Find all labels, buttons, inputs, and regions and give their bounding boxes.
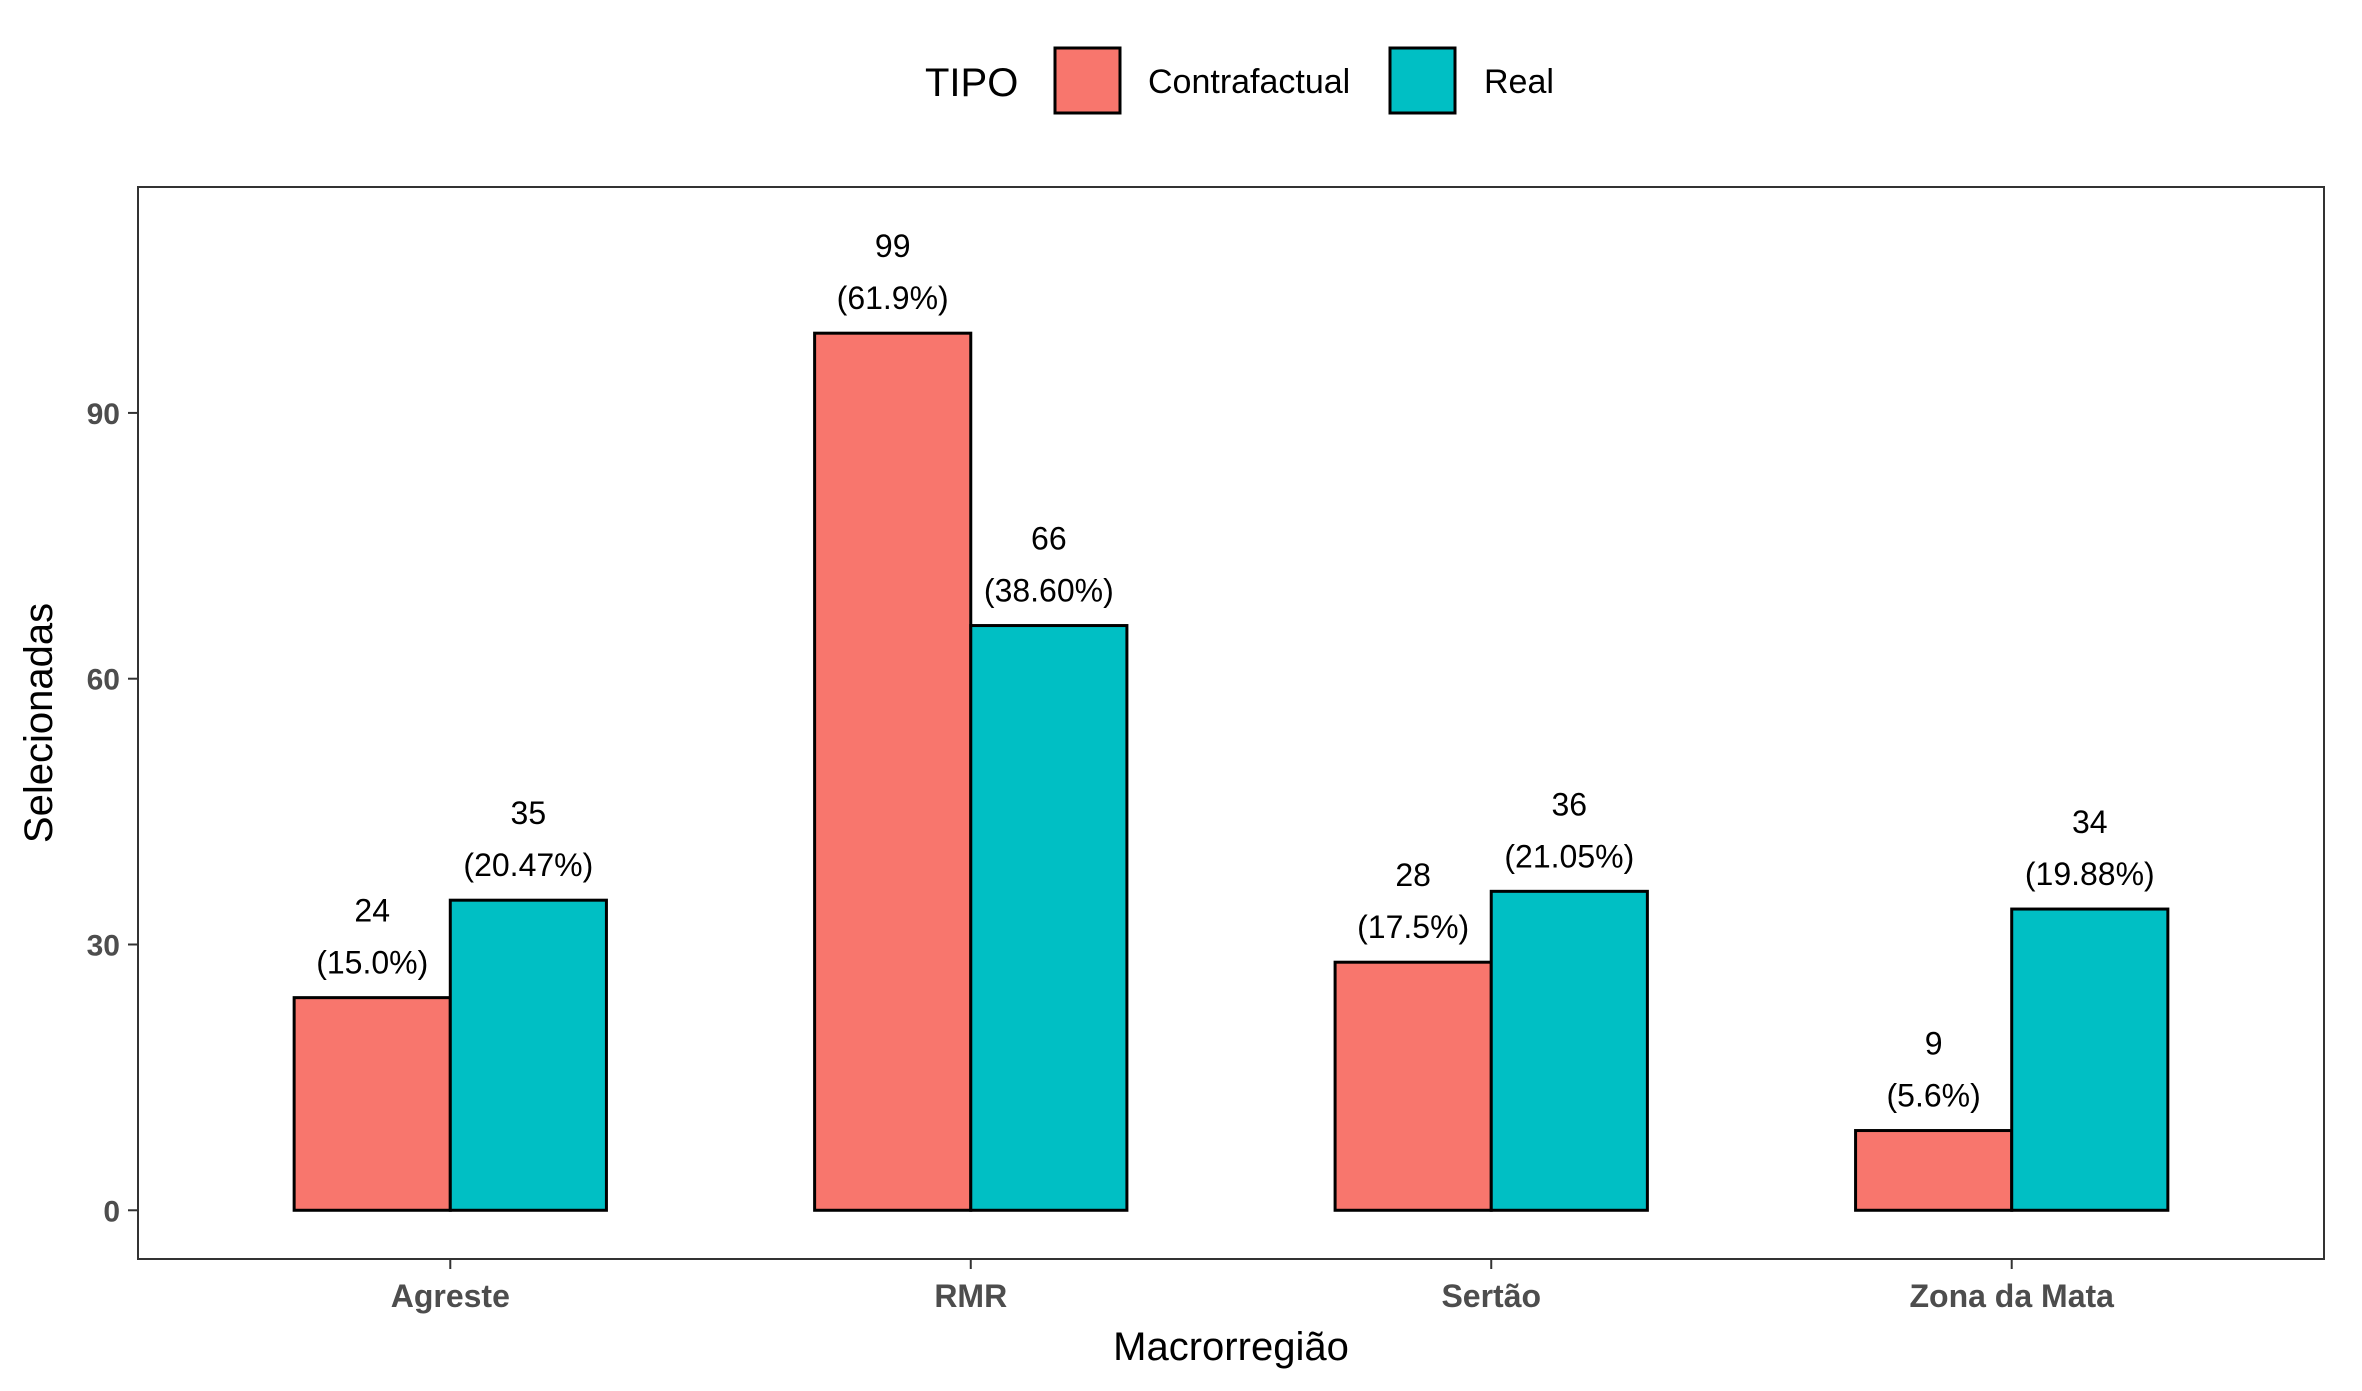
bar-real-0 [448,898,608,1212]
bar-value-label-real-1: 66 [1031,521,1067,557]
legend-title: TIPO [925,61,1018,105]
y-axis: 0 30 60 90 [87,398,138,1228]
bar-value-label-contrafactual-0: 24 [354,893,390,929]
x-axis: Agreste RMR Sertão Zona da Mata [391,1259,2114,1314]
bars-layer [292,331,2170,1212]
y-tick-label: 0 [103,1195,120,1228]
bar-value-label-real-0: 35 [511,795,547,831]
bar-contrafactual-3 [1854,1129,2014,1212]
bar-value-label-contrafactual-1: 99 [875,228,911,264]
bar-real-1 [969,624,1129,1212]
x-tick-label: Sertão [1441,1278,1541,1314]
bar-percent-label-contrafactual-0: (15.0%) [316,945,428,981]
legend-swatch-contrafactual [1053,46,1122,115]
bar-value-label-real-2: 36 [1552,786,1588,822]
bar-labels-layer: 24 (15.0%) 35 (20.47%) 99 (61.9%) 66 (38.60%) 28… [316,228,2155,1113]
legend-swatch-real [1388,46,1457,115]
y-tick-label: 90 [87,398,120,431]
y-axis-title: Selecionadas [17,603,61,843]
bar-percent-label-real-3: (19.88%) [2025,856,2155,892]
bar-real-3 [2010,907,2170,1212]
y-tick-label: 60 [87,664,120,697]
bar-contrafactual-2 [1333,960,1493,1212]
bar-contrafactual-0 [292,996,452,1212]
legend-label-real: Real [1484,63,1554,101]
legend-label-contrafactual: Contrafactual [1148,63,1350,101]
bar-value-label-contrafactual-3: 9 [1925,1026,1943,1062]
bar-value-label-real-3: 34 [2072,804,2108,840]
bar-real-2 [1489,889,1649,1212]
bar-percent-label-contrafactual-2: (17.5%) [1357,909,1469,945]
bar-percent-label-real-1: (38.60%) [984,573,1114,609]
bar-percent-label-contrafactual-1: (61.9%) [837,280,949,316]
x-tick-label: Zona da Mata [1909,1278,2114,1314]
x-tick-label: Agreste [391,1278,510,1314]
x-axis-title: Macrorregião [1113,1325,1349,1369]
y-tick-label: 30 [87,929,120,962]
bar-value-label-contrafactual-2: 28 [1395,857,1431,893]
bar-percent-label-contrafactual-3: (5.6%) [1887,1078,1981,1114]
plot-panel [137,186,2325,1260]
legend: TIPO Contrafactual Real [925,46,1554,115]
x-tick-label: RMR [934,1278,1007,1314]
bar-contrafactual-1 [813,331,973,1212]
bar-percent-label-real-0: (20.47%) [463,847,593,883]
bar-percent-label-real-2: (21.05%) [1504,838,1634,874]
